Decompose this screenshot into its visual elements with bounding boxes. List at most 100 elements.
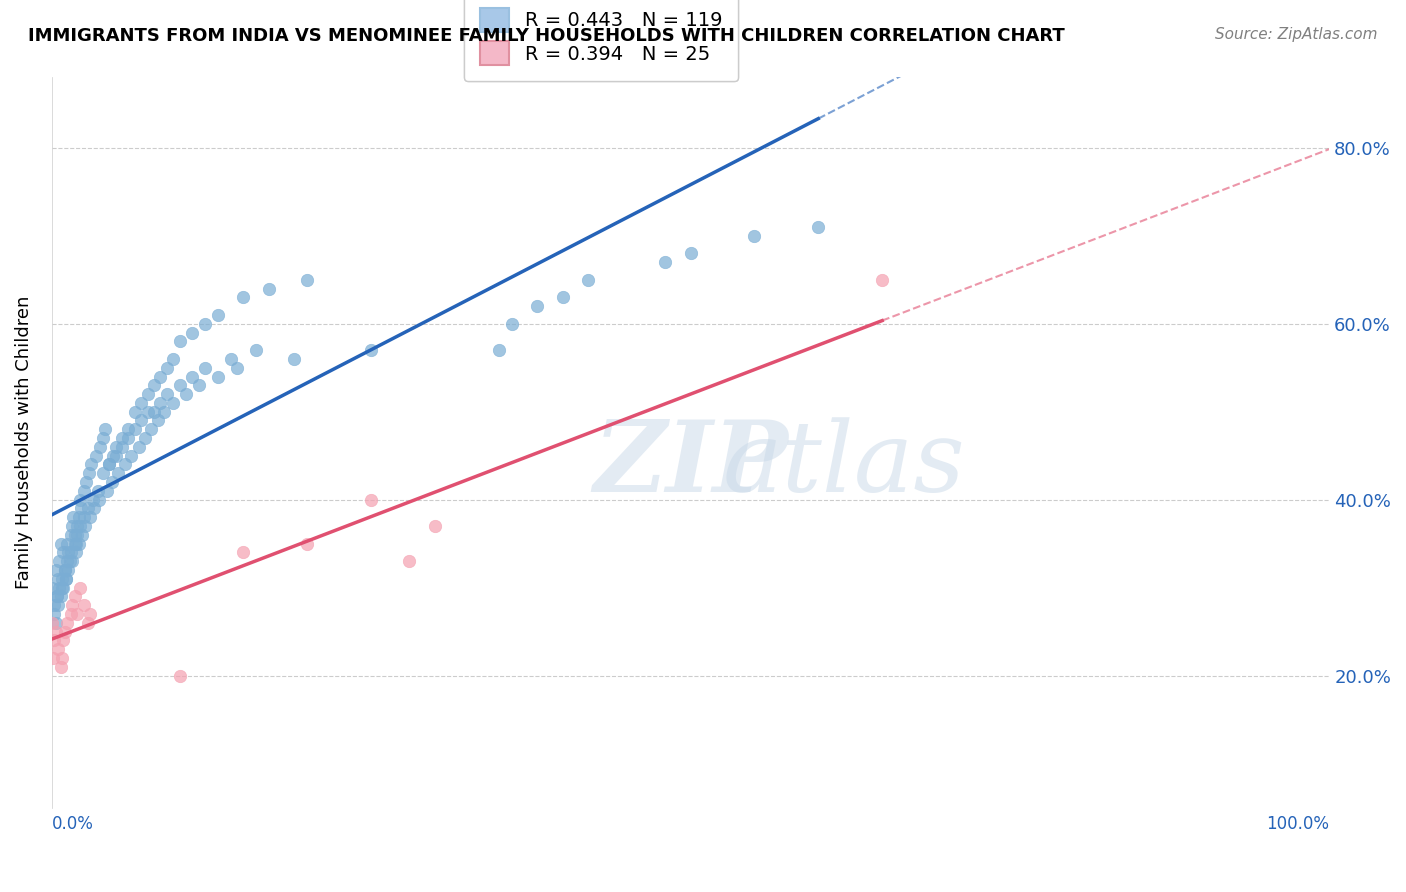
Point bbox=[162, 396, 184, 410]
Point bbox=[69, 581, 91, 595]
Point bbox=[67, 510, 90, 524]
Point bbox=[56, 554, 79, 568]
Point bbox=[45, 590, 67, 604]
Point bbox=[63, 528, 86, 542]
Point bbox=[48, 554, 70, 568]
Point bbox=[187, 378, 209, 392]
Point bbox=[53, 563, 76, 577]
Point bbox=[76, 615, 98, 630]
Point bbox=[51, 581, 73, 595]
Point bbox=[114, 458, 136, 472]
Point bbox=[111, 440, 134, 454]
Point bbox=[58, 545, 80, 559]
Point bbox=[226, 360, 249, 375]
Point bbox=[79, 607, 101, 621]
Point bbox=[91, 431, 114, 445]
Point bbox=[744, 228, 766, 243]
Point bbox=[44, 598, 66, 612]
Point bbox=[59, 554, 82, 568]
Point bbox=[45, 563, 67, 577]
Point bbox=[107, 467, 129, 481]
Point bbox=[142, 378, 165, 392]
Point bbox=[41, 615, 63, 630]
Point bbox=[141, 422, 163, 436]
Point bbox=[488, 343, 510, 358]
Point bbox=[63, 536, 86, 550]
Point bbox=[41, 581, 63, 595]
Point bbox=[124, 422, 146, 436]
Point bbox=[124, 405, 146, 419]
Point bbox=[69, 492, 91, 507]
Point bbox=[156, 387, 179, 401]
Point bbox=[59, 607, 82, 621]
Point bbox=[66, 607, 89, 621]
Point bbox=[48, 581, 70, 595]
Point bbox=[42, 651, 65, 665]
Point bbox=[111, 431, 134, 445]
Point bbox=[46, 572, 69, 586]
Text: 100.0%: 100.0% bbox=[1267, 814, 1329, 833]
Point bbox=[128, 440, 150, 454]
Point bbox=[169, 668, 191, 682]
Point bbox=[60, 519, 83, 533]
Point bbox=[96, 483, 118, 498]
Point bbox=[297, 536, 319, 550]
Point bbox=[44, 633, 66, 648]
Point bbox=[181, 369, 204, 384]
Point bbox=[169, 334, 191, 349]
Point bbox=[207, 369, 229, 384]
Point bbox=[49, 536, 72, 550]
Point bbox=[63, 590, 86, 604]
Point bbox=[870, 273, 893, 287]
Point bbox=[149, 396, 172, 410]
Point bbox=[73, 519, 96, 533]
Point bbox=[53, 624, 76, 639]
Point bbox=[91, 467, 114, 481]
Point bbox=[501, 317, 523, 331]
Point bbox=[60, 554, 83, 568]
Point bbox=[67, 536, 90, 550]
Point bbox=[104, 449, 127, 463]
Legend: R = 0.443   N = 119, R = 0.394   N = 25: R = 0.443 N = 119, R = 0.394 N = 25 bbox=[464, 0, 738, 80]
Point bbox=[65, 536, 87, 550]
Point bbox=[45, 615, 67, 630]
Point bbox=[73, 483, 96, 498]
Point bbox=[55, 572, 77, 586]
Point bbox=[79, 510, 101, 524]
Y-axis label: Family Households with Children: Family Households with Children bbox=[15, 296, 32, 590]
Point bbox=[398, 554, 420, 568]
Point bbox=[551, 290, 574, 304]
Point bbox=[87, 492, 110, 507]
Point bbox=[576, 273, 599, 287]
Point bbox=[134, 431, 156, 445]
Point bbox=[86, 449, 108, 463]
Point bbox=[219, 351, 242, 366]
Point bbox=[117, 422, 139, 436]
Point bbox=[58, 563, 80, 577]
Point bbox=[45, 624, 67, 639]
Point bbox=[75, 475, 97, 489]
Point bbox=[232, 290, 254, 304]
Point bbox=[77, 467, 100, 481]
Point bbox=[194, 317, 217, 331]
Point bbox=[83, 501, 105, 516]
Point bbox=[46, 642, 69, 657]
Point bbox=[101, 475, 124, 489]
Point bbox=[117, 431, 139, 445]
Point bbox=[526, 299, 548, 313]
Point bbox=[80, 458, 103, 472]
Text: ZIP: ZIP bbox=[593, 417, 787, 513]
Point bbox=[73, 510, 96, 524]
Point bbox=[104, 440, 127, 454]
Point bbox=[66, 528, 89, 542]
Point bbox=[51, 651, 73, 665]
Text: 0.0%: 0.0% bbox=[52, 814, 94, 833]
Point bbox=[360, 492, 382, 507]
Point bbox=[49, 590, 72, 604]
Point bbox=[129, 413, 152, 427]
Point bbox=[156, 360, 179, 375]
Point bbox=[245, 343, 267, 358]
Point bbox=[45, 590, 67, 604]
Point bbox=[49, 660, 72, 674]
Point bbox=[181, 326, 204, 340]
